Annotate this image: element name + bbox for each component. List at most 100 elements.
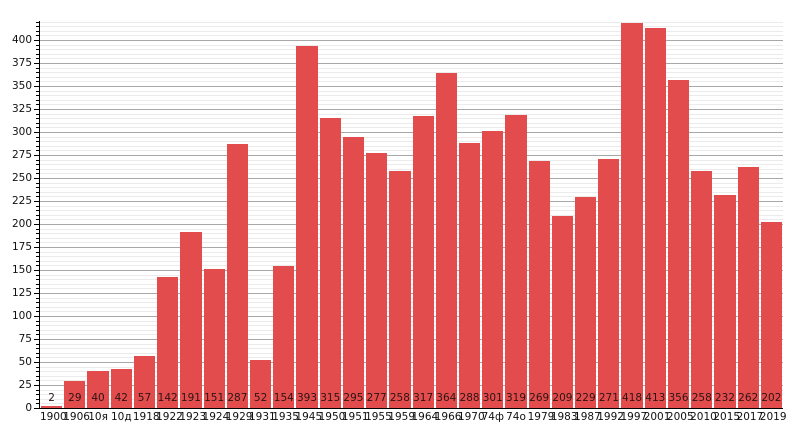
bar-value-label: 315 — [320, 392, 341, 404]
x-axis-tick-label: 1951 — [341, 411, 369, 423]
minor-gridline — [40, 104, 783, 106]
major-gridline — [40, 316, 783, 317]
minor-gridline — [40, 159, 783, 161]
minor-gridline — [40, 210, 783, 212]
y-minor-tick — [36, 173, 40, 175]
y-major-tick — [34, 247, 40, 248]
minor-gridline — [40, 357, 783, 359]
x-axis-tick-label: 10д — [110, 411, 132, 423]
y-minor-tick — [36, 297, 40, 299]
x-axis-tick-label: 10я — [88, 411, 108, 423]
y-minor-tick — [36, 67, 40, 69]
y-minor-tick — [36, 389, 40, 391]
major-gridline — [40, 132, 783, 133]
minor-gridline — [40, 242, 783, 244]
y-minor-tick — [36, 288, 40, 290]
bar-1923 — [180, 232, 202, 408]
bar-value-label: 356 — [668, 392, 689, 404]
minor-gridline — [40, 168, 783, 170]
bar-value-label: 288 — [459, 392, 480, 404]
y-major-tick — [34, 40, 40, 41]
minor-gridline — [40, 233, 783, 235]
minor-gridline — [40, 99, 783, 101]
minor-gridline — [40, 348, 783, 350]
y-major-tick — [34, 293, 40, 294]
minor-gridline — [40, 228, 783, 230]
x-axis-tick-label: 1929 — [225, 411, 253, 423]
major-gridline — [40, 247, 783, 248]
minor-gridline — [40, 265, 783, 267]
x-axis-tick-label: 2010 — [690, 411, 717, 423]
minor-gridline — [40, 297, 783, 299]
bar-value-label: 57 — [137, 392, 152, 404]
minor-gridline — [40, 90, 783, 92]
y-minor-tick — [36, 283, 40, 285]
y-minor-tick — [36, 159, 40, 161]
y-minor-tick — [36, 265, 40, 267]
x-axis-tick-label: 1979 — [527, 411, 555, 423]
bar-value-label: 232 — [714, 392, 735, 404]
major-gridline — [40, 201, 783, 202]
y-minor-tick — [36, 150, 40, 152]
x-axis-tick-label: 1906 — [63, 411, 90, 423]
y-minor-tick — [36, 210, 40, 212]
y-minor-tick — [36, 375, 40, 377]
y-minor-tick — [36, 141, 40, 143]
y-major-tick — [34, 316, 40, 317]
minor-gridline — [40, 389, 783, 391]
minor-gridline — [40, 72, 783, 74]
bar-1979 — [528, 160, 550, 408]
bar-1918 — [133, 355, 156, 408]
y-minor-tick — [36, 237, 40, 239]
bar-1906 — [64, 381, 86, 408]
major-gridline — [40, 270, 783, 271]
y-minor-tick — [36, 242, 40, 244]
bar-1959 — [389, 170, 411, 408]
x-axis-tick-label: 1997 — [620, 411, 648, 423]
x-axis-tick-label: 74о — [506, 411, 526, 423]
y-minor-tick — [36, 136, 40, 138]
bar-value-label: 258 — [389, 392, 410, 404]
y-major-tick — [34, 362, 40, 363]
y-minor-tick — [36, 104, 40, 106]
bar-value-label: 29 — [68, 392, 82, 404]
minor-gridline — [40, 274, 783, 276]
y-axis-tick-label: 400 — [11, 34, 32, 46]
x-axis-tick-label: 2001 — [643, 411, 671, 423]
y-minor-tick — [36, 398, 40, 400]
bar-value-label: 413 — [645, 392, 666, 404]
y-axis-tick-label: 0 — [25, 402, 32, 414]
major-gridline — [40, 178, 783, 179]
y-minor-tick — [36, 26, 40, 28]
y-minor-tick — [36, 81, 40, 83]
bar-1945 — [296, 46, 318, 408]
y-minor-tick — [36, 233, 40, 235]
y-axis-tick-label: 250 — [11, 172, 32, 184]
bar-value-label: 277 — [366, 392, 387, 404]
minor-gridline — [40, 260, 783, 262]
bar-1922 — [157, 277, 179, 408]
y-axis-tick-label: 175 — [11, 241, 32, 253]
y-minor-tick — [36, 58, 40, 60]
bar-10я — [87, 371, 109, 408]
x-axis-tick-label: 2019 — [759, 411, 787, 423]
x-axis-tick-label: 1983 — [550, 411, 578, 423]
bar-1983 — [551, 215, 574, 408]
x-axis-tick-label: 74ф — [481, 411, 504, 423]
minor-gridline — [40, 214, 783, 216]
x-axis-tick-label: 1935 — [272, 411, 299, 423]
bar-value-label: 418 — [622, 392, 643, 404]
y-major-tick — [34, 86, 40, 87]
bar-value-label: 202 — [761, 392, 782, 404]
x-axis-tick-label: 1931 — [248, 411, 276, 423]
minor-gridline — [40, 173, 783, 175]
minor-gridline — [40, 49, 783, 51]
y-minor-tick — [36, 357, 40, 359]
x-axis-tick-label: 2005 — [666, 411, 694, 423]
bar-value-label: 209 — [552, 392, 573, 404]
y-major-tick — [34, 339, 40, 340]
minor-gridline — [40, 67, 783, 69]
bar-1987 — [575, 197, 597, 408]
y-minor-tick — [36, 127, 40, 129]
